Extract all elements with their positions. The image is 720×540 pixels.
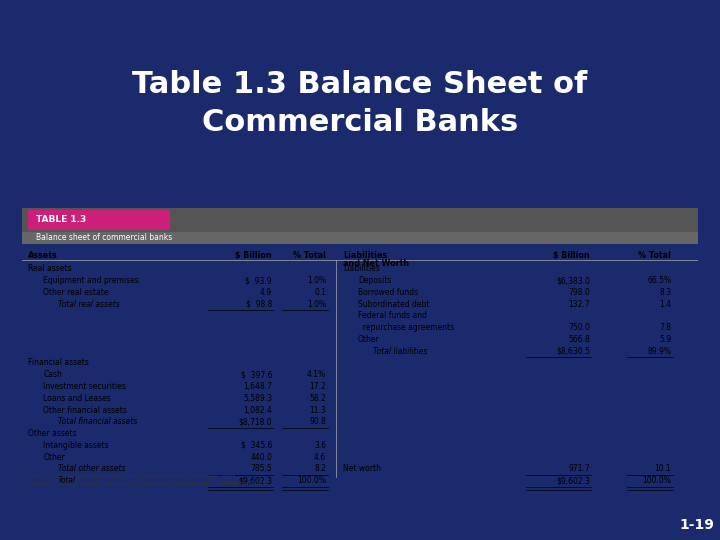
Text: Assets: Assets xyxy=(28,251,58,260)
Text: Balance sheet of commercial banks: Balance sheet of commercial banks xyxy=(37,233,173,242)
Text: 90.8: 90.8 xyxy=(310,417,326,426)
Text: 5,589.3: 5,589.3 xyxy=(243,394,272,403)
Text: 66.5%: 66.5% xyxy=(647,276,671,285)
Text: 1,648.7: 1,648.7 xyxy=(243,382,272,391)
Text: Investment securities: Investment securities xyxy=(43,382,126,391)
Text: 89.9%: 89.9% xyxy=(647,347,671,356)
Text: 1-19: 1-19 xyxy=(680,518,714,532)
Text: $8,630.5: $8,630.5 xyxy=(557,347,590,356)
Text: $ Billion: $ Billion xyxy=(235,251,272,260)
Text: 1.0%: 1.0% xyxy=(307,300,326,308)
Text: $9,602.3: $9,602.3 xyxy=(238,476,272,485)
Text: 1.4: 1.4 xyxy=(660,300,671,308)
Text: Other financial assets: Other financial assets xyxy=(43,406,127,415)
Text: Deposits: Deposits xyxy=(358,276,392,285)
Bar xyxy=(22,232,698,244)
Text: Intangible assets: Intangible assets xyxy=(43,441,109,450)
Text: Note:  Column sums may differ from totals because of rounding error.
Source:  Fe: Note: Column sums may differ from totals… xyxy=(30,474,268,486)
Text: Real assets: Real assets xyxy=(28,264,72,273)
Text: $  397.6: $ 397.6 xyxy=(240,370,272,379)
Text: TABLE 1.3: TABLE 1.3 xyxy=(37,215,86,225)
Text: Cash: Cash xyxy=(43,370,62,379)
Text: Equipment and premises: Equipment and premises xyxy=(43,276,139,285)
Text: Loans and Leases: Loans and Leases xyxy=(43,394,111,403)
Text: 750.0: 750.0 xyxy=(568,323,590,332)
Text: Total: Total xyxy=(58,476,76,485)
Text: 8.2: 8.2 xyxy=(315,464,326,474)
Bar xyxy=(22,208,698,232)
Text: repurchase agreements: repurchase agreements xyxy=(358,323,454,332)
Text: 4.9: 4.9 xyxy=(260,288,272,297)
Text: $8,718.0: $8,718.0 xyxy=(238,417,272,426)
Text: Liabilities: Liabilities xyxy=(343,264,380,273)
Text: 10.1: 10.1 xyxy=(654,464,671,474)
Text: % Total: % Total xyxy=(639,251,671,260)
Text: 17.2: 17.2 xyxy=(310,382,326,391)
Text: 7.8: 7.8 xyxy=(660,323,671,332)
Text: Table 1.3 Balance Sheet of
Commercial Banks: Table 1.3 Balance Sheet of Commercial Ba… xyxy=(132,70,588,137)
Text: $  345.6: $ 345.6 xyxy=(240,441,272,450)
Text: Net worth: Net worth xyxy=(343,464,381,474)
Text: 100.0%: 100.0% xyxy=(642,476,671,485)
Text: Liabilities: Liabilities xyxy=(343,251,387,260)
Text: 132.7: 132.7 xyxy=(569,300,590,308)
Text: 8.3: 8.3 xyxy=(660,288,671,297)
Text: 4.1%: 4.1% xyxy=(307,370,326,379)
Text: 100.0%: 100.0% xyxy=(297,476,326,485)
Text: Total other assets: Total other assets xyxy=(58,464,126,474)
Text: 440.0: 440.0 xyxy=(250,453,272,462)
Text: 971.7: 971.7 xyxy=(568,464,590,474)
Text: 785.5: 785.5 xyxy=(251,464,272,474)
Text: 5.9: 5.9 xyxy=(660,335,671,344)
Text: $  93.9: $ 93.9 xyxy=(246,276,272,285)
Text: 798.0: 798.0 xyxy=(568,288,590,297)
Text: Federal funds and: Federal funds and xyxy=(358,312,427,320)
Text: % Total: % Total xyxy=(293,251,326,260)
Text: and Net Worth: and Net Worth xyxy=(343,259,409,268)
Text: Other assets: Other assets xyxy=(28,429,77,438)
Text: Subordinated debt: Subordinated debt xyxy=(358,300,429,308)
Text: 58.2: 58.2 xyxy=(310,394,326,403)
Text: $6,383.0: $6,383.0 xyxy=(557,276,590,285)
Text: Borrowed funds: Borrowed funds xyxy=(358,288,418,297)
Text: $  98.8: $ 98.8 xyxy=(246,300,272,308)
Text: Total real assets: Total real assets xyxy=(58,300,120,308)
Text: Other: Other xyxy=(43,453,65,462)
Text: Other real estate: Other real estate xyxy=(43,288,109,297)
Text: $9,602.3: $9,602.3 xyxy=(557,476,590,485)
Text: $ Billion: $ Billion xyxy=(554,251,590,260)
Text: 566.8: 566.8 xyxy=(568,335,590,344)
Text: Total financial assets: Total financial assets xyxy=(58,417,138,426)
Text: 1.0%: 1.0% xyxy=(307,276,326,285)
Text: Financial assets: Financial assets xyxy=(28,359,89,367)
Text: Other: Other xyxy=(358,335,379,344)
Text: 3.6: 3.6 xyxy=(314,441,326,450)
Text: 11.3: 11.3 xyxy=(310,406,326,415)
Text: Total liabilities: Total liabilities xyxy=(373,347,427,356)
Bar xyxy=(28,210,171,230)
Text: 0.1: 0.1 xyxy=(314,288,326,297)
Text: 1,082.4: 1,082.4 xyxy=(243,406,272,415)
Text: 4.6: 4.6 xyxy=(314,453,326,462)
